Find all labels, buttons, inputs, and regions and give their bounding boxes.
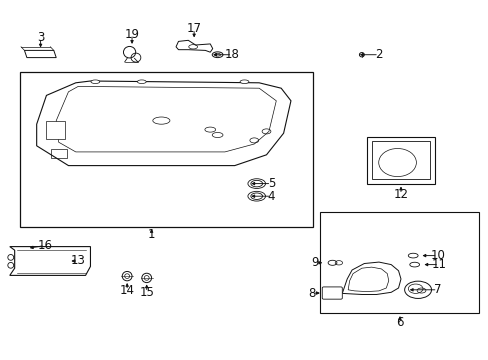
Polygon shape (10, 247, 90, 275)
Bar (366, 137, 434, 184)
Text: 18: 18 (224, 48, 239, 61)
Text: 9: 9 (311, 256, 319, 269)
Text: 12: 12 (393, 188, 407, 201)
Polygon shape (24, 50, 56, 58)
Text: 16: 16 (38, 239, 52, 252)
Text: 7: 7 (433, 283, 441, 296)
Text: 19: 19 (124, 28, 139, 41)
Text: 10: 10 (429, 249, 444, 262)
Text: 1: 1 (147, 228, 155, 240)
FancyBboxPatch shape (322, 287, 342, 299)
Text: 8: 8 (307, 287, 315, 300)
Text: 2: 2 (374, 48, 382, 61)
Polygon shape (37, 81, 290, 166)
Text: 15: 15 (139, 286, 154, 299)
Text: 4: 4 (267, 190, 275, 203)
Polygon shape (342, 262, 400, 294)
Bar (51, 149, 67, 158)
Bar (46, 121, 65, 139)
Ellipse shape (91, 80, 100, 84)
Ellipse shape (240, 80, 248, 84)
Text: 17: 17 (186, 22, 201, 35)
Text: 3: 3 (37, 31, 44, 44)
Text: 11: 11 (431, 258, 446, 271)
Text: 5: 5 (267, 177, 275, 190)
Ellipse shape (404, 281, 430, 298)
Text: 13: 13 (71, 255, 85, 267)
Text: 6: 6 (395, 316, 403, 329)
Polygon shape (176, 40, 212, 52)
Ellipse shape (137, 80, 146, 84)
Bar (20, 72, 312, 227)
Text: 14: 14 (120, 284, 134, 297)
Bar (371, 141, 429, 179)
Bar (320, 212, 478, 313)
